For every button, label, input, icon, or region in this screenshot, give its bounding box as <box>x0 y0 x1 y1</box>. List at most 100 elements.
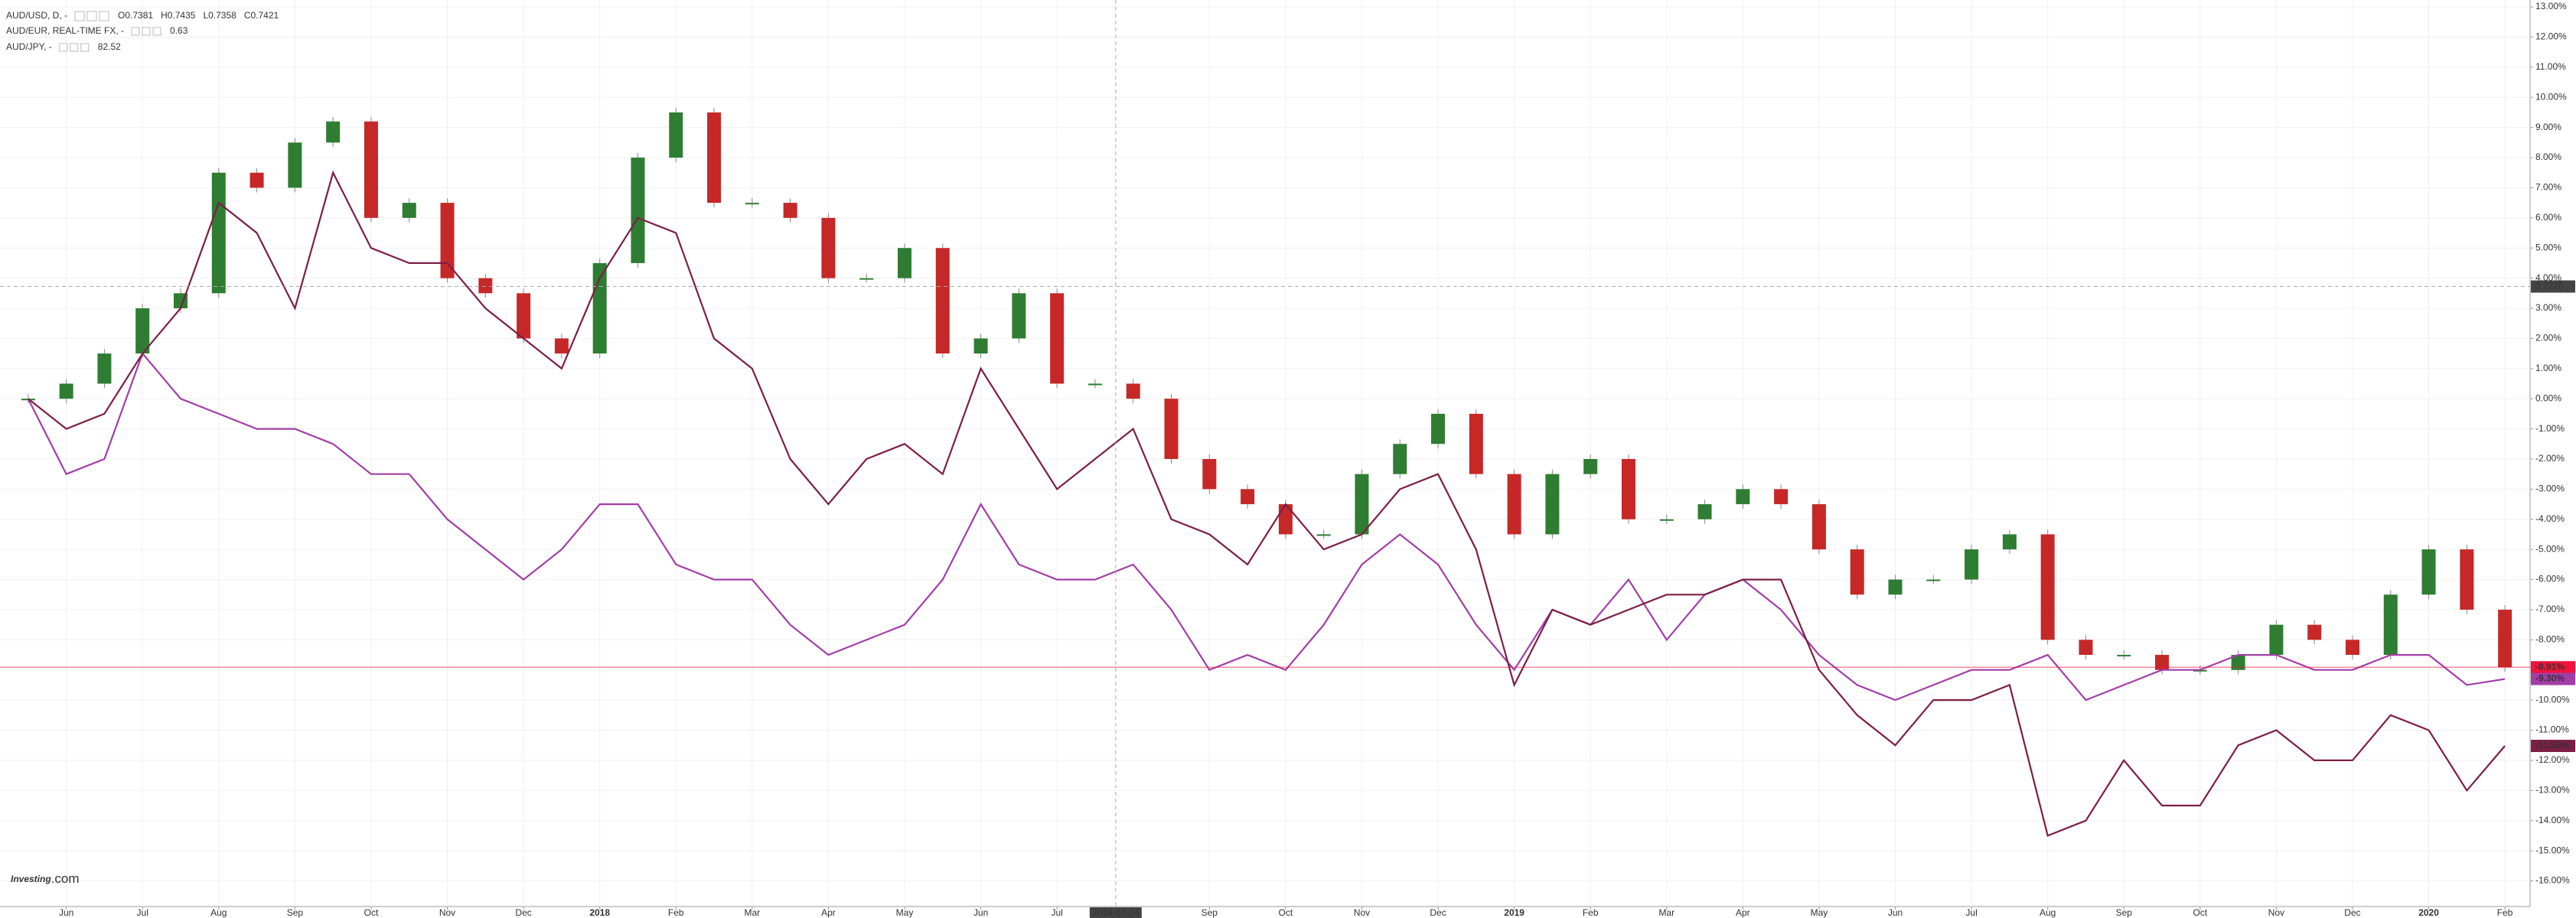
y-tick-label: -3.00% <box>2535 483 2565 494</box>
y-tick-label: -7.00% <box>2535 604 2565 614</box>
candle <box>440 203 455 278</box>
candle <box>631 158 645 263</box>
y-tick-label: -6.00% <box>2535 574 2565 584</box>
x-tick-label: Oct <box>364 907 379 918</box>
candle <box>1811 504 1826 550</box>
crosshair-y-label-bg <box>2531 280 2575 293</box>
x-tick-label: Dec <box>2344 907 2360 918</box>
logo-suffix: .com <box>51 871 80 886</box>
candle <box>135 308 150 354</box>
x-tick-label: Jun <box>59 907 73 918</box>
legend-icon <box>131 27 140 36</box>
candle <box>1241 489 1255 505</box>
y-tick-label: -8.00% <box>2535 634 2565 645</box>
candle <box>288 142 302 188</box>
x-tick-label: Nov <box>2268 907 2284 918</box>
x-tick-label: 2019 <box>1504 907 1524 918</box>
y-tick-label: -11.00% <box>2535 724 2569 735</box>
candle <box>821 217 836 278</box>
y-tick-label: 12.00% <box>2535 31 2567 42</box>
x-tick-label: Apr <box>821 907 836 918</box>
x-tick-label: Sep <box>287 907 304 918</box>
x-tick-label: Dec <box>515 907 531 918</box>
x-tick-label: May <box>896 907 914 918</box>
candle <box>2345 640 2359 656</box>
y-tick-label: -13.00% <box>2535 785 2570 796</box>
candle <box>1926 579 1941 581</box>
legend-quote: O0.7381 <box>118 10 153 21</box>
candle <box>1393 444 1407 474</box>
y-tick-label: -5.00% <box>2535 543 2565 554</box>
last-value-bg <box>2531 672 2575 685</box>
candle <box>2383 594 2398 656</box>
candle <box>1355 474 1369 535</box>
x-tick-label: Oct <box>2193 907 2207 918</box>
candle <box>1583 458 1598 474</box>
x-tick-label: Feb <box>668 907 684 918</box>
series-line <box>28 170 2506 837</box>
crosshair-y-label: 3.7226 <box>2535 281 2564 291</box>
x-tick-label: Feb <box>2497 907 2513 918</box>
y-tick-label: 5.00% <box>2535 242 2561 252</box>
crosshair-x-label: 2018-07-24 <box>1092 907 1140 918</box>
candle <box>1659 519 1674 521</box>
legend-quote: C0.7421 <box>244 10 279 21</box>
legend-name: AUD/JPY, - <box>6 41 52 52</box>
legend-icon <box>99 11 109 21</box>
legend-icon <box>70 43 79 52</box>
candle <box>402 203 416 218</box>
y-tick-label: 9.00% <box>2535 122 2561 132</box>
candle <box>2421 549 2436 595</box>
y-tick-label: 6.00% <box>2535 212 2561 223</box>
x-tick-label: Aug <box>210 907 227 918</box>
candle <box>1012 293 1026 339</box>
candle <box>2079 640 2093 656</box>
x-tick-label: Mar <box>745 907 761 918</box>
candle <box>1431 413 1446 444</box>
x-tick-label: Apr <box>1736 907 1750 918</box>
logo-brand: Investing <box>11 874 51 884</box>
last-value-label: -11.52% <box>2535 740 2569 750</box>
candle <box>1316 534 1331 536</box>
candle <box>2307 624 2322 640</box>
x-tick-label: Nov <box>439 907 455 918</box>
x-tick-label: 2020 <box>2418 907 2439 918</box>
crosshair-x-label-bg <box>1089 907 1142 918</box>
candle <box>211 172 226 294</box>
x-tick-label: Aug <box>2040 907 2056 918</box>
candle <box>2040 534 2055 640</box>
candle <box>1507 474 1521 535</box>
candle <box>2460 549 2474 610</box>
legend-icon <box>152 27 161 36</box>
y-tick-label: 3.00% <box>2535 302 2561 313</box>
candle <box>1164 399 1179 459</box>
last-value-label: -9.30% <box>2535 673 2565 684</box>
x-tick-label: Jul <box>1965 907 1977 918</box>
y-tick-label: -2.00% <box>2535 453 2565 464</box>
x-tick-label: Jun <box>973 907 988 918</box>
x-tick-label: Sep <box>2116 907 2133 918</box>
legend-quote: H0.7435 <box>161 10 196 21</box>
candle <box>707 112 722 203</box>
y-tick-label: 0.00% <box>2535 392 2561 403</box>
y-tick-label: -4.00% <box>2535 513 2565 524</box>
y-tick-label: -12.00% <box>2535 754 2570 765</box>
last-value-label: -8.91% <box>2535 661 2565 672</box>
candle <box>1202 458 1217 490</box>
candle <box>1965 549 1979 580</box>
candle <box>935 248 950 354</box>
candle <box>1697 504 1712 519</box>
legend-name: AUD/USD, D, - <box>6 10 67 21</box>
candle <box>859 278 874 280</box>
y-tick-label: 7.00% <box>2535 182 2561 193</box>
candle <box>669 112 683 158</box>
candle <box>745 203 759 205</box>
y-tick-label: 10.00% <box>2535 91 2567 102</box>
legend-icon <box>86 11 97 21</box>
legend-quote: 82.52 <box>98 41 121 52</box>
candle <box>97 353 112 384</box>
x-tick-label: Dec <box>1430 907 1446 918</box>
